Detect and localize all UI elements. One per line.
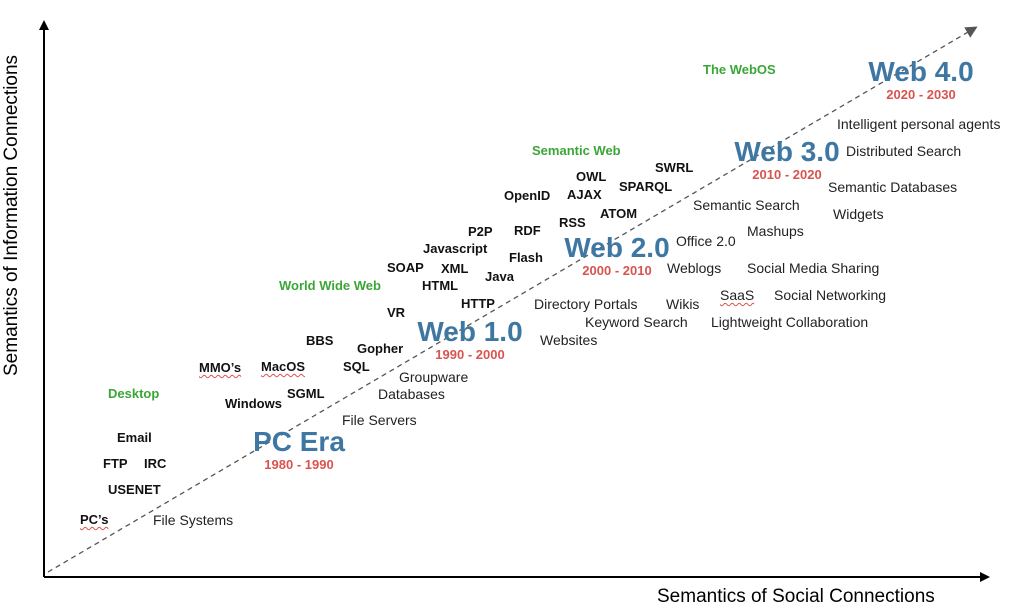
era-web-4: Web 4.0 2020 - 2030 (862, 56, 980, 102)
tech-label: SPARQL (619, 179, 673, 194)
app-label: Office 2.0 (676, 233, 736, 249)
app-label: Social Media Sharing (747, 260, 880, 276)
era-web-3: Web 3.0 2010 - 2020 (728, 136, 846, 182)
app-label: Semantic Search (693, 197, 800, 213)
tech-label: Javascript (423, 241, 488, 256)
tech-label: RDF (514, 223, 541, 238)
era-name: Web 3.0 (734, 136, 840, 167)
tech-label: SGML (287, 386, 325, 401)
tech-label: SOAP (387, 260, 424, 275)
app-label: Directory Portals (534, 296, 638, 312)
tech-label: SQL (343, 359, 370, 374)
tech-label: PC’s (80, 512, 109, 527)
era-years: 1980 - 1990 (264, 457, 334, 472)
app-label: Social Networking (774, 287, 887, 303)
tech-label: XML (441, 261, 469, 276)
tech-label: USENET (108, 482, 161, 497)
phase-label: Semantic Web (532, 143, 621, 158)
tech-label: HTML (422, 278, 459, 293)
era-web-1: Web 1.0 1990 - 2000 (412, 316, 528, 362)
tech-label: Gopher (357, 341, 404, 356)
era-years: 2010 - 2020 (752, 167, 822, 182)
tech-label: IRC (144, 456, 167, 471)
tech-label: Windows (225, 396, 282, 411)
tech-label: OWL (576, 169, 607, 184)
tech-label: OpenID (504, 188, 551, 203)
tech-label: SWRL (655, 160, 694, 175)
app-label: Distributed Search (846, 143, 962, 159)
era-web-2: Web 2.0 2000 - 2010 (558, 232, 676, 278)
tech-label: RSS (559, 215, 586, 230)
tech-label: HTTP (461, 296, 495, 311)
era-name: Web 1.0 (417, 316, 523, 347)
tech-label: BBS (306, 333, 334, 348)
tech-label: VR (387, 305, 406, 320)
tech-label: MMO’s (199, 360, 242, 375)
app-label: Groupware (399, 369, 469, 385)
era-name: Web 4.0 (868, 56, 974, 87)
era-years: 1990 - 2000 (435, 347, 505, 362)
tech-label: ATOM (600, 206, 638, 221)
phase-label: Desktop (108, 386, 160, 401)
growth-trend-arrow (47, 26, 978, 573)
tech-label: MacOS (261, 359, 306, 374)
app-label: Widgets (833, 206, 884, 222)
app-label: Lightweight Collaboration (711, 314, 869, 330)
era-years: 2000 - 2010 (582, 263, 652, 278)
app-label: File Systems (153, 512, 234, 528)
tech-label: FTP (103, 456, 128, 471)
era-pc-era: PC Era 1980 - 1990 (248, 426, 350, 472)
tech-label: Flash (509, 250, 543, 265)
era-years: 2020 - 2030 (886, 87, 956, 102)
app-label: SaaS (720, 287, 755, 303)
app-label: Databases (378, 386, 445, 402)
app-label: Mashups (747, 223, 804, 239)
app-label: File Servers (342, 412, 417, 428)
app-label: Keyword Search (585, 314, 688, 330)
tech-label: Java (485, 269, 514, 284)
app-label: Wikis (666, 296, 700, 312)
app-label: Intelligent personal agents (837, 116, 1001, 132)
phase-label: The WebOS (703, 62, 776, 77)
app-label: Weblogs (667, 260, 722, 276)
x-axis-label: Semantics of Social Connections (657, 586, 935, 607)
era-name: Web 2.0 (564, 232, 670, 263)
app-label: Semantic Databases (828, 179, 958, 195)
tech-label: Email (117, 430, 152, 445)
app-label: Websites (540, 332, 598, 348)
tech-label: AJAX (567, 187, 602, 202)
era-name: PC Era (253, 426, 345, 457)
tech-label: P2P (468, 224, 493, 239)
phase-label: World Wide Web (279, 278, 381, 293)
y-axis-label: Semantics of Information Connections (1, 54, 22, 376)
